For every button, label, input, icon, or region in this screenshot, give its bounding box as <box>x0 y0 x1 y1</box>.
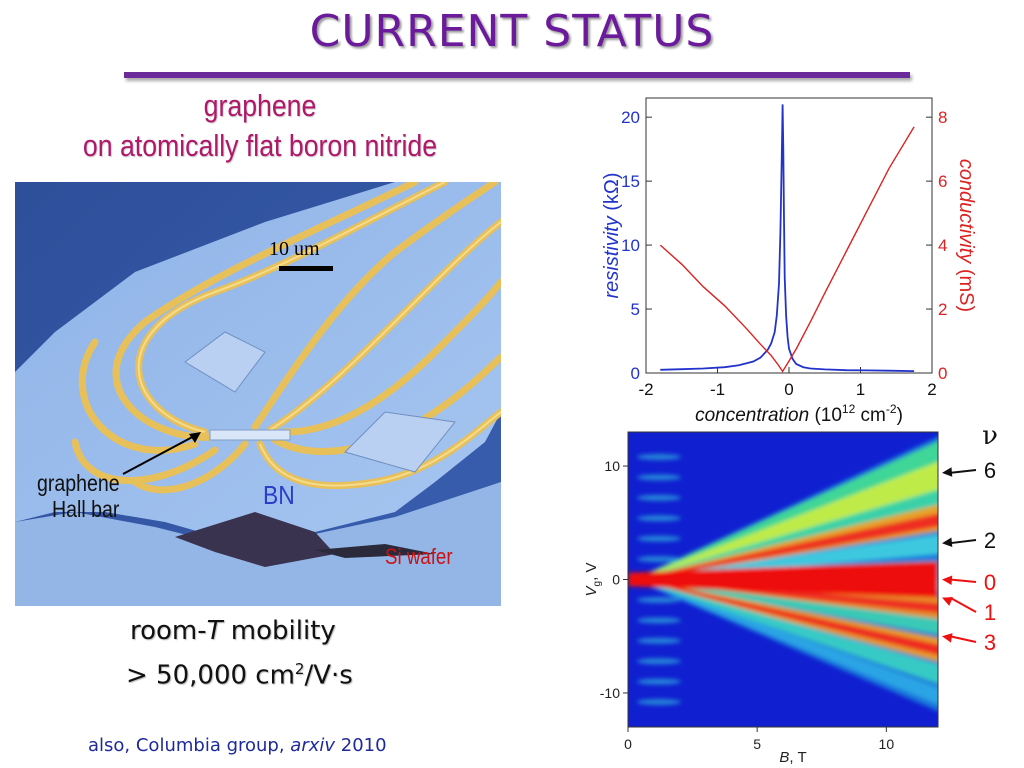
heatmap-band <box>635 461 938 581</box>
heatmap-fringe <box>637 515 681 522</box>
heatmap-fringe <box>637 678 681 685</box>
bn-label: BN <box>263 480 295 510</box>
heatmap-fringe <box>637 617 681 624</box>
filling-factor-label: 3 <box>984 630 996 655</box>
filling-factor-label: 1 <box>984 600 996 625</box>
si-wafer-label: Si wafer <box>385 544 453 569</box>
y-right-tick-label: 0 <box>938 364 947 383</box>
heatmap-band <box>635 578 938 656</box>
filling-factor-arrowhead <box>942 575 953 585</box>
title-divider <box>124 72 910 78</box>
y-tick-label: 0 <box>612 572 620 588</box>
heatmap-band <box>635 578 938 662</box>
x-tick-label: 10 <box>879 736 895 752</box>
x-tick-label: -2 <box>638 380 653 399</box>
y-tick-label: -10 <box>600 685 620 701</box>
heatmap-band <box>635 489 938 581</box>
subtitle-line-1: graphene <box>203 88 317 123</box>
y-right-tick-label: 6 <box>938 172 947 191</box>
heatmap-band <box>635 504 938 581</box>
device-micrograph: 10 um graphene Hall bar BN Si wafer <box>15 182 501 606</box>
heatmap-fringe <box>637 699 681 706</box>
y-left-tick-label: 15 <box>621 172 640 191</box>
y-right-tick-label: 8 <box>938 108 947 127</box>
y-left-tick-label: 5 <box>631 300 640 319</box>
quantum-hall-heatmap-chart: 0 5 10 -10 0 10 B, T Vg, V ν 6 2 0 1 3 <box>583 424 998 764</box>
x-tick-label: 0 <box>624 736 632 752</box>
filling-factor-arrowhead <box>942 537 953 548</box>
heatmap-fan <box>628 436 938 712</box>
filling-factor-arrowhead <box>942 467 953 477</box>
x-tick-label: 1 <box>856 380 865 399</box>
heatmap-band <box>635 513 938 581</box>
filling-factor-arrow <box>949 635 977 643</box>
heatmap-band-nu0 <box>628 561 938 598</box>
filling-factor-label: 6 <box>984 458 996 483</box>
filling-factor-arrowhead <box>942 597 953 606</box>
filling-factor-arrowhead <box>942 633 953 643</box>
micrograph-illustration <box>15 182 501 606</box>
conductivity-series-line <box>659 126 915 373</box>
heatmap-fringe <box>637 596 681 603</box>
heatmap-band <box>635 441 938 581</box>
heatmap-fringe <box>637 474 681 481</box>
x-tick-label: 2 <box>927 380 936 399</box>
subtitle-line-2: on atomically flat boron nitride <box>82 128 438 163</box>
heatmap-band <box>635 578 938 705</box>
footnote: also, Columbia group, arxiv 2010 <box>88 735 387 756</box>
x-tick-label: -1 <box>710 380 725 399</box>
slide-title: CURRENT STATUS <box>309 6 715 57</box>
mobility-line-2: > 50,000 cm2/V·s <box>126 660 353 691</box>
mobility-line-1: room-T mobility <box>130 616 336 646</box>
heatmap-band <box>635 578 938 684</box>
x-tick-label: 5 <box>753 736 761 752</box>
x-axis-label: B, T <box>779 749 806 764</box>
y-left-tick-label: 20 <box>621 108 640 127</box>
nu-header: ν <box>982 424 998 451</box>
heatmap-fringe <box>637 658 681 665</box>
filling-factor-arrow <box>949 469 977 474</box>
plot-frame <box>645 97 933 374</box>
y-axis-label: Vg, V <box>583 563 603 597</box>
heatmap-fringe <box>637 637 681 644</box>
heatmap-fringe <box>637 453 681 460</box>
filling-factor-label: 2 <box>984 528 996 553</box>
y-right-tick-label: 4 <box>938 236 947 255</box>
heatmap-fringe <box>637 556 681 563</box>
filling-factor-arrow <box>949 596 977 613</box>
heatmap-band <box>635 534 938 581</box>
y-left-tick-label: 10 <box>621 236 640 255</box>
x-tick-label: 0 <box>784 380 793 399</box>
filling-factor-arrow <box>949 539 977 545</box>
heatmap-fringe <box>637 494 681 501</box>
heatmap-area <box>628 432 938 727</box>
hall-bar-label-line-2: Hall bar <box>52 496 120 522</box>
y-tick-label: 10 <box>604 458 620 474</box>
resistivity-series-line <box>660 104 915 372</box>
y-right-tick-label: 2 <box>938 300 947 319</box>
heatmap-fringe <box>637 535 681 542</box>
x-axis-label: concentration (1012 cm-2) <box>695 402 903 426</box>
filling-factor-label: 0 <box>984 570 996 595</box>
y-right-axis-label: conductivity (mS) <box>955 159 977 312</box>
hall-bar-label-line-1: graphene <box>37 470 120 496</box>
filling-factor-arrow <box>949 578 977 583</box>
y-left-tick-label: 0 <box>631 364 640 383</box>
heatmap-band <box>635 578 938 635</box>
y-left-axis-label: resistivity (kΩ) <box>601 172 623 298</box>
scale-bar-label: 10 um <box>269 238 320 260</box>
